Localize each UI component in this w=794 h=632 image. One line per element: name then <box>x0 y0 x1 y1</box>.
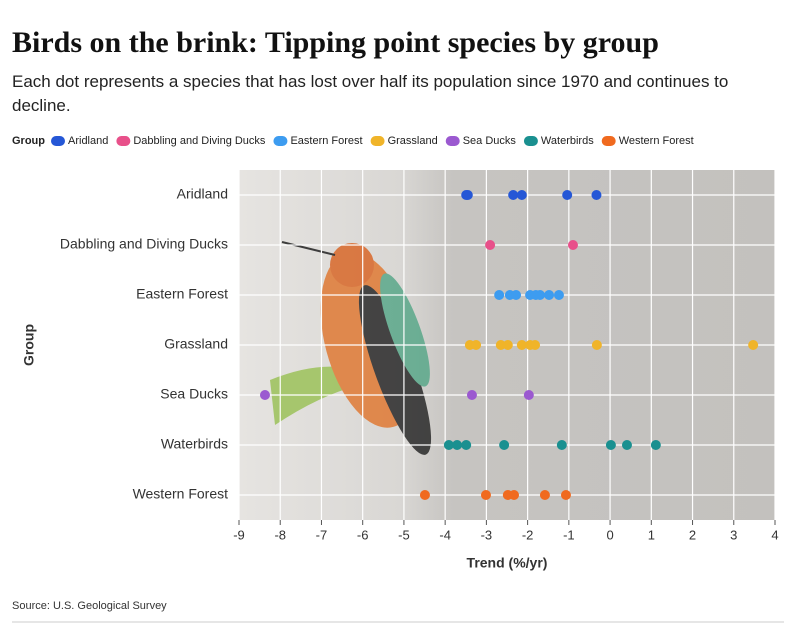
x-tick-label: -8 <box>274 527 286 542</box>
legend-label: Sea Ducks <box>463 135 517 147</box>
legend-label: Dabbling and Diving Ducks <box>133 135 266 147</box>
legend-swatch <box>116 136 131 146</box>
y-tick-label: Waterbirds <box>161 436 228 452</box>
x-tick-label: -4 <box>439 527 451 542</box>
source: Source: U.S. Geological Survey <box>12 600 167 612</box>
dot <box>259 390 270 400</box>
legend-label: Eastern Forest <box>290 135 362 147</box>
dot <box>560 490 571 500</box>
dot <box>562 190 573 200</box>
legend-swatch <box>523 136 538 146</box>
x-tick-label: -3 <box>481 527 493 542</box>
dot <box>480 490 491 500</box>
legend-label: Aridland <box>68 135 108 147</box>
dot <box>452 440 463 450</box>
dot <box>516 340 527 350</box>
dot <box>502 340 513 350</box>
legend-swatch <box>370 136 385 146</box>
dot <box>523 390 534 400</box>
dot <box>461 440 472 450</box>
x-tick-label: -9 <box>233 527 245 542</box>
y-tick-label: Aridland <box>177 186 228 202</box>
dot <box>530 340 541 350</box>
dot <box>509 490 520 500</box>
legend-swatch <box>601 136 616 146</box>
dot <box>462 190 473 200</box>
dot <box>748 340 759 350</box>
dot <box>605 440 616 450</box>
y-tick-label: Dabbling and Diving Ducks <box>60 236 228 252</box>
dot <box>650 440 661 450</box>
x-tick-label: -5 <box>398 527 410 542</box>
legend-label: Western Forest <box>619 135 694 147</box>
dot <box>539 490 550 500</box>
dot <box>534 290 545 300</box>
legend-title: Group <box>12 135 45 147</box>
y-tick-label: Eastern Forest <box>136 286 228 302</box>
dot <box>516 190 527 200</box>
legend-swatch <box>445 136 460 146</box>
dot <box>471 340 482 350</box>
dot <box>419 490 430 500</box>
dot <box>494 290 505 300</box>
x-tick-label: 1 <box>648 527 655 542</box>
dot <box>466 390 477 400</box>
x-axis-label: Trend (%/yr) <box>467 555 548 571</box>
decoration <box>270 241 432 455</box>
dot <box>567 240 578 250</box>
x-tick-label: -2 <box>522 527 534 542</box>
dot <box>591 190 602 200</box>
legend-swatch <box>51 136 65 146</box>
x-tick-label: 4 <box>771 527 778 542</box>
dot <box>499 440 510 450</box>
chart-title: Birds on the brink: Tipping point specie… <box>12 26 659 59</box>
x-tick-label: 2 <box>689 527 696 542</box>
dot <box>443 440 454 450</box>
x-tick-label: 0 <box>606 527 613 542</box>
dot <box>553 290 564 300</box>
dot <box>495 340 506 350</box>
x-tick-label: -1 <box>563 527 575 542</box>
y-axis-label: Group <box>21 324 37 366</box>
x-tick-label: -7 <box>316 527 328 542</box>
legend-swatch <box>273 136 288 146</box>
x-tick-label: 3 <box>730 527 737 542</box>
dot <box>621 440 632 450</box>
legend-label: Waterbirds <box>541 135 594 147</box>
dot <box>556 440 567 450</box>
x-tick-label: -6 <box>357 527 369 542</box>
dot <box>544 290 555 300</box>
dot <box>511 290 522 300</box>
dot <box>508 190 519 200</box>
dot <box>591 340 602 350</box>
y-tick-label: Grassland <box>164 336 228 352</box>
dot <box>485 240 496 250</box>
y-tick-label: Sea Ducks <box>160 386 228 402</box>
legend-label: Grassland <box>388 135 438 147</box>
y-tick-label: Western Forest <box>133 486 229 502</box>
chart-subtitle: Each dot represents a species that has l… <box>12 72 729 115</box>
